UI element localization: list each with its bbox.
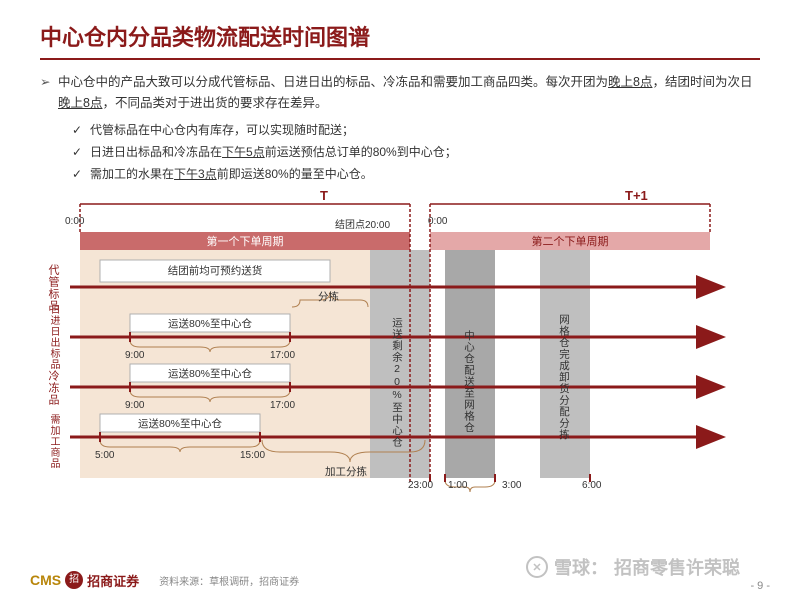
watermark-brand: 雪球： xyxy=(554,554,608,580)
cms-badge-icon: 招 xyxy=(65,571,83,589)
row-label-4: 需加工商品 xyxy=(44,414,58,469)
bullet-sub-2: 日进日出标品和冷冻品在下午5点前运送预估总订单的80%到中心仓； xyxy=(40,143,760,162)
ship-label-1: 运送80%至中心仓 xyxy=(130,316,290,331)
t-zero: 0:00 xyxy=(65,216,84,227)
page-number: - 9 - xyxy=(750,580,770,592)
watermark-icon: ✕ xyxy=(526,556,548,578)
t-15: 15:00 xyxy=(240,450,265,461)
timeline-chart: T T+1 代管标品 日进日出标品 冷冻品 需加工商品 xyxy=(70,192,750,502)
t-23: 23:00 xyxy=(408,480,433,491)
ship-label-3: 运送80%至中心仓 xyxy=(100,416,260,431)
t-5: 5:00 xyxy=(95,450,114,461)
cms-logo-en: CMS xyxy=(30,572,61,588)
preorder-label: 结团前均可预约送货 xyxy=(100,263,330,278)
phase2-label: 第二个下单周期 xyxy=(430,233,710,249)
jiagong-label: 加工分拣 xyxy=(325,464,367,479)
t-9-2: 9:00 xyxy=(125,400,144,411)
bullet-sub-1: 代管标品在中心仓内有库存，可以实现随时配送； xyxy=(40,121,760,140)
source-text: 资料来源：草根调研，招商证券 xyxy=(159,573,299,588)
watermark: ✕ 雪球： 招商零售许荣聪 xyxy=(526,554,740,580)
t-1: 1:00 xyxy=(448,480,467,491)
grey1-label: 运送剩余20%至中心仓 xyxy=(390,287,405,477)
slide: 中心仓内分品类物流配送时间图谱 中心仓中的产品大致可以分成代管标品、日进日出的标… xyxy=(0,0,800,600)
t-3: 3:00 xyxy=(502,480,521,491)
t-17-2: 17:00 xyxy=(270,400,295,411)
t-6: 6:00 xyxy=(582,480,601,491)
t-17-1: 17:00 xyxy=(270,350,295,361)
t1-zero: 0:00 xyxy=(428,216,447,227)
phase1-label: 第一个下单周期 xyxy=(80,233,410,249)
row-label-3: 冷冻品 xyxy=(44,370,58,406)
bullet-sub-3: 需加工的水果在下午3点前即运送80%的量至中心仓。 xyxy=(40,165,760,184)
cms-logo-cn: 招商证券 xyxy=(87,571,139,590)
grey2-label: 中心仓配送至网格仓 xyxy=(462,292,477,472)
grey3-label: 网格仓完成卸货分配分拣 xyxy=(557,277,572,477)
row-label-2: 日进日出标品 xyxy=(44,304,58,370)
slide-title: 中心仓内分品类物流配送时间图谱 xyxy=(40,20,760,60)
jietuan-label: 结团点20:00 xyxy=(335,216,390,231)
watermark-author: 招商零售许荣聪 xyxy=(614,554,740,580)
bullet-main: 中心仓中的产品大致可以分成代管标品、日进日出的标品、冷冻品和需要加工商品四类。每… xyxy=(40,72,760,115)
t-9-1: 9:00 xyxy=(125,350,144,361)
fenjian-label: 分拣 xyxy=(318,289,339,304)
ship-label-2: 运送80%至中心仓 xyxy=(130,366,290,381)
